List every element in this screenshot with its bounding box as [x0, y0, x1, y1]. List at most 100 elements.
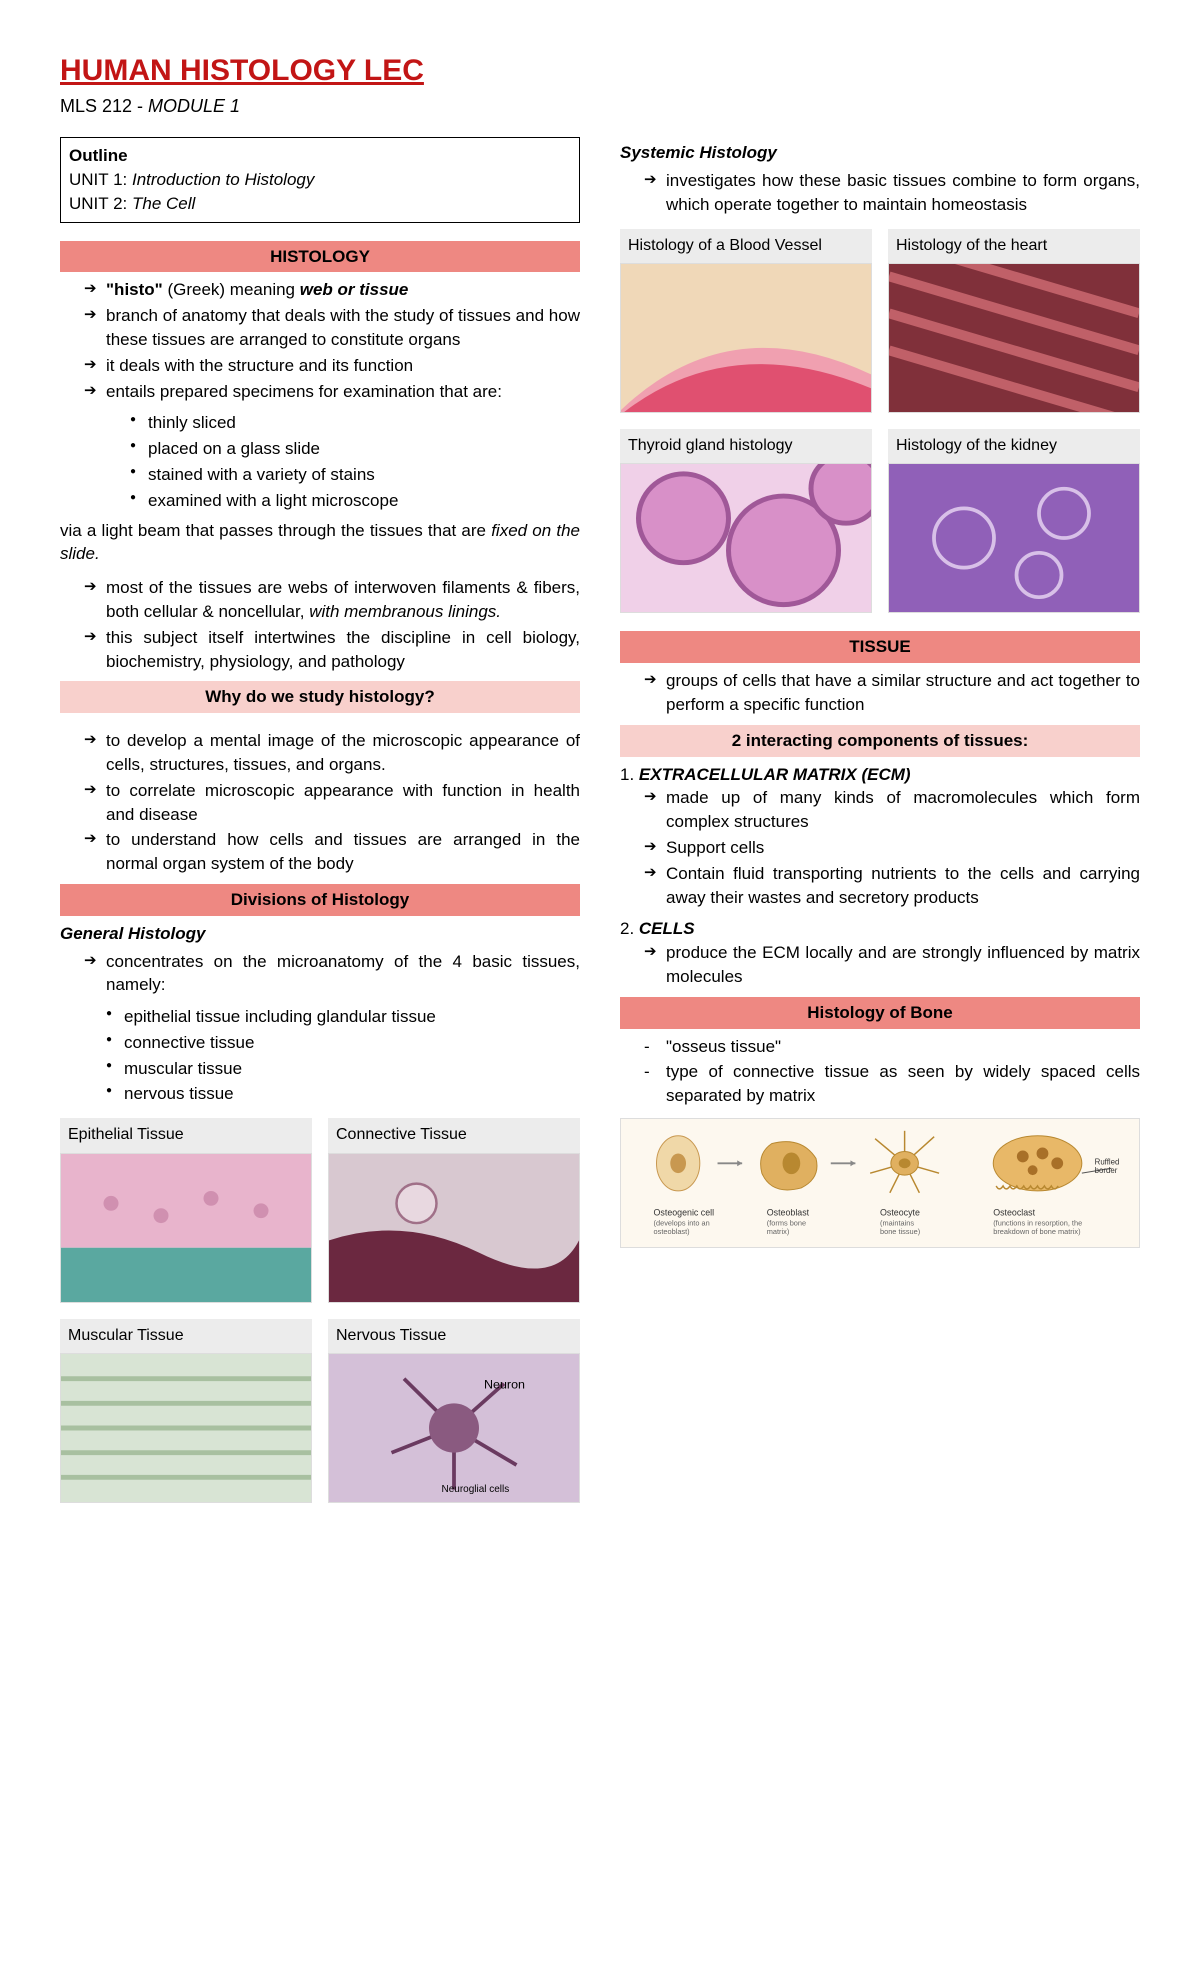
image-card-heart: Histology of the heart	[888, 229, 1140, 413]
outline-heading: Outline	[69, 144, 571, 168]
svg-text:(forms bone: (forms bone	[767, 1218, 806, 1227]
right-column: Systemic Histology investigates how thes…	[620, 137, 1140, 1521]
systemic-image-grid: Histology of a Blood Vessel Histology of…	[620, 229, 1140, 614]
left-column: Outline UNIT 1: Introduction to Histolog…	[60, 137, 580, 1521]
page-title: HUMAN HISTOLOGY LEC	[60, 50, 1140, 92]
bone-header: Histology of Bone	[620, 997, 1140, 1029]
systemic-list: investigates how these basic tissues com…	[620, 169, 1140, 217]
histology-more: most of the tissues are webs of interwov…	[60, 576, 580, 673]
components-header: 2 interacting components of tissues:	[620, 725, 1140, 757]
cells-label: 2. CELLS	[620, 917, 1140, 941]
list-item: type of connective tissue as seen by wid…	[644, 1060, 1140, 1108]
list-item: made up of many kinds of macromolecules …	[644, 786, 1140, 834]
list-item: thinly sliced	[130, 411, 580, 435]
image-placeholder	[888, 463, 1140, 613]
list-item: nervous tissue	[106, 1082, 580, 1106]
specimen-list: thinly sliced placed on a glass slide st…	[60, 411, 580, 512]
image-placeholder	[620, 463, 872, 613]
image-caption: Histology of the heart	[888, 229, 1140, 263]
image-card-thyroid: Thyroid gland histology	[620, 429, 872, 613]
image-caption: Connective Tissue	[328, 1118, 580, 1152]
systemic-histology-sub: Systemic Histology	[620, 141, 1140, 165]
lightbeam-text: via a light beam that passes through the…	[60, 519, 580, 567]
svg-text:Osteoblast: Osteoblast	[767, 1207, 810, 1217]
list-item: epithelial tissue including glandular ti…	[106, 1005, 580, 1029]
image-caption: Nervous Tissue	[328, 1319, 580, 1353]
svg-text:matrix): matrix)	[767, 1227, 790, 1236]
image-placeholder	[328, 1153, 580, 1303]
image-card-epithelial: Epithelial Tissue	[60, 1118, 312, 1302]
list-item: to understand how cells and tissues are …	[84, 828, 580, 876]
list-item: investigates how these basic tissues com…	[644, 169, 1140, 217]
tissue-def-list: groups of cells that have a similar stru…	[620, 669, 1140, 717]
svg-text:Neuron: Neuron	[484, 1378, 525, 1392]
svg-text:(develops into an: (develops into an	[654, 1218, 710, 1227]
image-placeholder	[60, 1153, 312, 1303]
list-item: Support cells	[644, 836, 1140, 860]
svg-text:osteoblast): osteoblast)	[654, 1227, 690, 1236]
image-card-muscular: Muscular Tissue	[60, 1319, 312, 1503]
why-study-list: to develop a mental image of the microsc…	[60, 729, 580, 876]
list-item: produce the ECM locally and are strongly…	[644, 941, 1140, 989]
list-item: placed on a glass slide	[130, 437, 580, 461]
list-item: muscular tissue	[106, 1057, 580, 1081]
bone-cells-diagram: Ruffled border Osteogenic cell (develops…	[620, 1118, 1140, 1248]
svg-text:(maintains: (maintains	[880, 1218, 914, 1227]
why-study-header: Why do we study histology?	[60, 681, 580, 713]
course-subtitle: MLS 212 - MODULE 1	[60, 94, 1140, 119]
image-placeholder	[888, 263, 1140, 413]
histology-header: HISTOLOGY	[60, 241, 580, 273]
list-item: connective tissue	[106, 1031, 580, 1055]
svg-text:Osteocyte: Osteocyte	[880, 1207, 920, 1217]
svg-text:border: border	[1095, 1166, 1118, 1175]
list-item: groups of cells that have a similar stru…	[644, 669, 1140, 717]
list-item: concentrates on the microanatomy of the …	[84, 950, 580, 998]
list-item: "osseus tissue"	[644, 1035, 1140, 1059]
image-card-blood-vessel: Histology of a Blood Vessel	[620, 229, 872, 413]
outline-box: Outline UNIT 1: Introduction to Histolog…	[60, 137, 580, 222]
list-item: Contain fluid transporting nutrients to …	[644, 862, 1140, 910]
general-histology-list: concentrates on the microanatomy of the …	[60, 950, 580, 998]
list-item: stained with a variety of stains	[130, 463, 580, 487]
image-placeholder	[620, 263, 872, 413]
image-caption: Histology of the kidney	[888, 429, 1140, 463]
list-item: "histo" (Greek) meaning web or tissue	[84, 278, 580, 302]
image-caption: Thyroid gland histology	[620, 429, 872, 463]
svg-text:bone tissue): bone tissue)	[880, 1227, 920, 1236]
list-item: to develop a mental image of the microsc…	[84, 729, 580, 777]
svg-text:Ruffled: Ruffled	[1095, 1157, 1120, 1166]
list-item: it deals with the structure and its func…	[84, 354, 580, 378]
list-item: to correlate microscopic appearance with…	[84, 779, 580, 827]
image-placeholder: Neuron Neuroglial cells	[328, 1353, 580, 1503]
basic-tissues-list: epithelial tissue including glandular ti…	[60, 1005, 580, 1106]
list-item: branch of anatomy that deals with the st…	[84, 304, 580, 352]
tissue-header: TISSUE	[620, 631, 1140, 663]
image-caption: Epithelial Tissue	[60, 1118, 312, 1152]
image-placeholder	[60, 1353, 312, 1503]
histology-definitions: "histo" (Greek) meaning web or tissue br…	[60, 278, 580, 403]
image-caption: Histology of a Blood Vessel	[620, 229, 872, 263]
cells-list: produce the ECM locally and are strongly…	[620, 941, 1140, 989]
bone-list: "osseus tissue" type of connective tissu…	[620, 1035, 1140, 1108]
svg-text:breakdown of bone matrix): breakdown of bone matrix)	[993, 1227, 1080, 1236]
list-item: examined with a light microscope	[130, 489, 580, 513]
svg-text:Osteoclast: Osteoclast	[993, 1207, 1035, 1217]
svg-text:(functions in resorption, the: (functions in resorption, the	[993, 1218, 1082, 1227]
list-item: this subject itself intertwines the disc…	[84, 626, 580, 674]
svg-text:Osteogenic cell: Osteogenic cell	[654, 1207, 715, 1217]
general-histology-sub: General Histology	[60, 922, 580, 946]
ecm-label: 1. EXTRACELLULAR MATRIX (ECM)	[620, 763, 1140, 787]
ecm-list: made up of many kinds of macromolecules …	[620, 786, 1140, 909]
image-caption: Muscular Tissue	[60, 1319, 312, 1353]
image-card-nervous: Nervous Tissue Neuron Neuroglial cells	[328, 1319, 580, 1503]
list-item: entails prepared specimens for examinati…	[84, 380, 580, 404]
tissue-image-grid: Epithelial Tissue Connective Tissue Musc…	[60, 1118, 580, 1503]
divisions-header: Divisions of Histology	[60, 884, 580, 916]
outline-unit-1: UNIT 1: Introduction to Histology	[69, 168, 571, 192]
list-item: most of the tissues are webs of interwov…	[84, 576, 580, 624]
image-card-connective: Connective Tissue	[328, 1118, 580, 1302]
svg-text:Neuroglial cells: Neuroglial cells	[442, 1484, 510, 1495]
two-column-layout: Outline UNIT 1: Introduction to Histolog…	[60, 137, 1140, 1521]
image-card-kidney: Histology of the kidney	[888, 429, 1140, 613]
outline-unit-2: UNIT 2: The Cell	[69, 192, 571, 216]
